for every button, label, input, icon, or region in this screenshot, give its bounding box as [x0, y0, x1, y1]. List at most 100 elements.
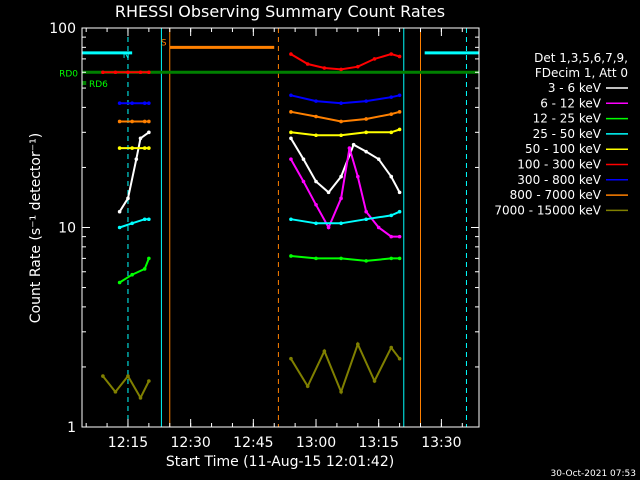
series-5-point: [397, 127, 402, 132]
series-1-point: [126, 196, 130, 201]
series-6-point: [138, 70, 143, 75]
series-8-point: [314, 114, 318, 119]
series-8-point: [339, 119, 343, 124]
series-8-point: [130, 119, 134, 124]
series-7-point: [339, 101, 343, 105]
series-2-point: [289, 157, 293, 161]
legend-entry-label: 800 - 7000 keV: [510, 188, 602, 202]
series-9-point: [147, 379, 151, 383]
series-7-point: [117, 101, 122, 105]
series-1-point: [351, 142, 356, 147]
series-3-segment-2: [290, 255, 400, 262]
series-6-point: [305, 62, 310, 66]
series-6-point: [356, 64, 360, 69]
series-7-segment-2: [290, 94, 400, 105]
level-label-rd0: RD0: [59, 69, 78, 79]
series-5-point: [289, 130, 293, 135]
series-3-point: [397, 256, 402, 261]
series-7-point: [397, 93, 402, 98]
level-label-rd6: RD6: [89, 80, 108, 90]
series-1-point: [289, 136, 293, 141]
series-1-point: [389, 174, 394, 179]
series-9-point: [101, 374, 105, 378]
plot-frame: [81, 27, 480, 428]
series-4-point: [339, 221, 343, 226]
series-6-point: [339, 67, 343, 72]
series-8-point: [142, 119, 147, 124]
series-4-point: [389, 213, 394, 218]
x-tick-label: 13:15: [359, 435, 399, 451]
series-2-point: [347, 146, 352, 150]
series-4-point: [314, 221, 318, 226]
series-7-point: [364, 99, 368, 103]
series-8-point: [117, 119, 122, 124]
series-7-point: [314, 99, 318, 103]
timestamp-footer: 30-Oct-2021 07:53: [551, 469, 636, 479]
series-3-point: [339, 256, 343, 261]
series-9-point: [389, 345, 394, 350]
series-4-point: [397, 209, 402, 214]
series-8-segment-2: [290, 110, 400, 123]
series-5-point: [364, 130, 368, 135]
series-6-point: [397, 54, 402, 59]
x-tick-label: 13:00: [296, 435, 336, 451]
series-2-point: [339, 196, 343, 201]
series-1-point: [376, 157, 381, 161]
series-4-point: [364, 217, 368, 222]
series-3-point: [130, 272, 134, 277]
series-2-point: [389, 234, 394, 239]
series-7-point: [147, 101, 151, 105]
series-4-point: [147, 217, 151, 222]
x-tick-label: 12:15: [108, 435, 148, 451]
series-2-point: [326, 225, 331, 230]
series-2-point: [364, 209, 368, 214]
y-axis-label: Count Rate (s⁻¹ detector⁻¹): [28, 133, 44, 323]
series-3-point: [117, 280, 122, 285]
series-5-point: [142, 146, 147, 150]
series-4-point: [289, 217, 293, 222]
series-4-segment-1: [119, 218, 149, 229]
flag-label-s: S: [161, 38, 167, 48]
series-6-point: [372, 57, 377, 61]
series-3-point: [314, 256, 318, 261]
series-6-point: [101, 70, 105, 75]
series-9-point: [356, 342, 360, 347]
series-5-point: [314, 133, 318, 138]
series-9-point: [289, 356, 293, 361]
series-7-point: [142, 101, 147, 105]
series-2-point: [397, 234, 402, 239]
series-7-point: [389, 95, 394, 99]
series-2-point: [356, 174, 360, 179]
series-1-segment-2: [290, 137, 401, 194]
legend-entry-label: 3 - 6 keV: [548, 81, 602, 95]
series-4-point: [142, 217, 147, 222]
series-6-point: [389, 52, 394, 56]
series-9-segment-1: [102, 374, 150, 400]
series-6-point: [322, 66, 327, 70]
series-5-point: [339, 133, 343, 138]
series-9-point: [339, 390, 343, 394]
series-8-point: [289, 110, 293, 114]
series-1-point: [138, 136, 143, 141]
series-3-point: [147, 256, 151, 261]
series-8-point: [397, 110, 402, 114]
series-5-point: [147, 146, 151, 150]
x-axis-label: Start Time (11-Aug-15 12:01:42): [166, 454, 394, 470]
series-9-point: [322, 349, 327, 353]
series-1-point: [147, 130, 151, 135]
series-5-point: [117, 146, 122, 150]
series-1-point: [117, 209, 122, 214]
chart-title: RHESSI Observing Summary Count Rates: [115, 2, 445, 21]
series-3-point: [389, 256, 394, 261]
series-1-point: [134, 157, 139, 161]
legend-entry-label: 12 - 25 keV: [533, 112, 602, 126]
series-9-point: [113, 390, 118, 394]
legend: Det 1,3,5,6,7,9,FDecim 1, Att 03 - 6 keV…: [494, 51, 628, 217]
legend-entry-label: 50 - 100 keV: [525, 142, 602, 156]
series-7-point: [289, 93, 293, 98]
series-4-segment-2: [290, 210, 401, 225]
series-1-point: [339, 174, 343, 179]
series-1-point: [364, 149, 368, 154]
x-tick-label: 12:30: [170, 435, 210, 451]
